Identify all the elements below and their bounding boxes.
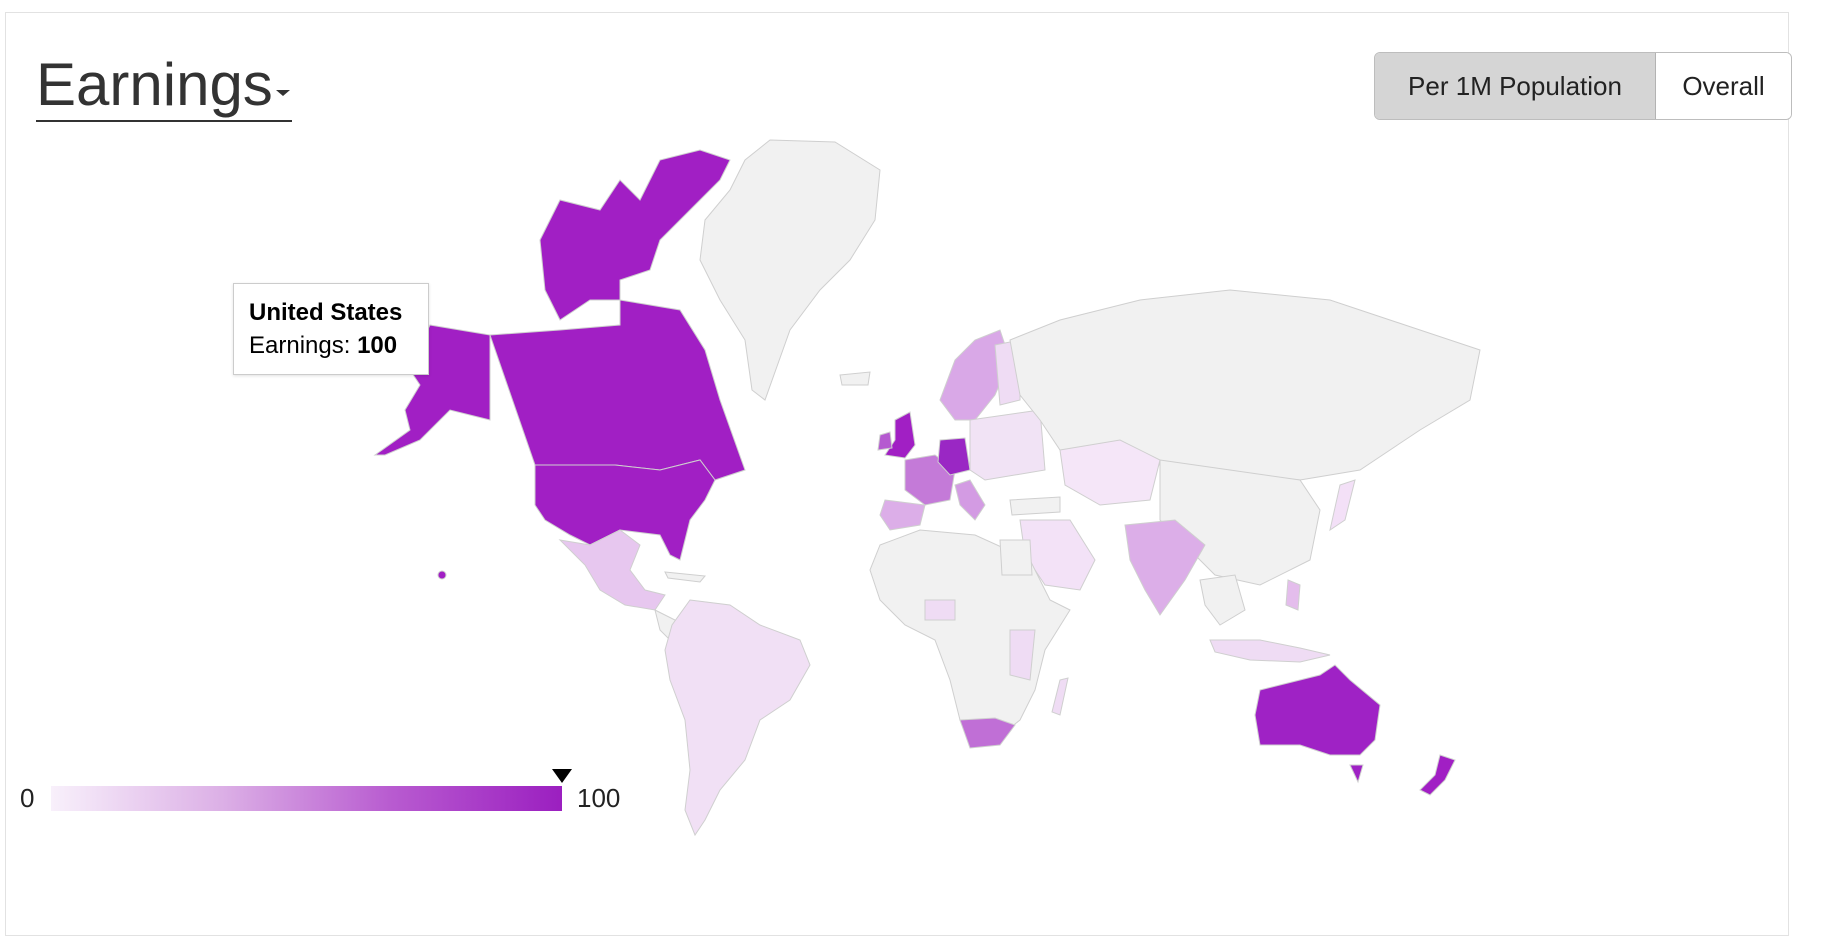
region-east-africa: [1009, 629, 1036, 681]
tooltip-value: 100: [357, 332, 398, 359]
region-eastern-europe: [969, 409, 1046, 481]
tooltip-country: United States: [249, 299, 403, 326]
region-nigeria: [924, 599, 956, 621]
region-ireland: [877, 431, 893, 451]
overall-button[interactable]: Overall: [1656, 53, 1791, 119]
metric-dropdown[interactable]: Earnings: [36, 50, 292, 122]
legend-color-scale: [51, 786, 562, 811]
region-russia: [1009, 289, 1481, 481]
region-philippines: [1285, 579, 1301, 611]
region-central-asia: [1059, 439, 1161, 506]
per-population-button[interactable]: Per 1M Population: [1375, 53, 1656, 119]
map-tooltip: United States Earnings: 100: [233, 283, 429, 375]
region-italy[interactable]: [954, 479, 986, 521]
region-southeast-asia: [1199, 574, 1246, 626]
region-japan: [1329, 479, 1356, 532]
region-iberia[interactable]: [879, 499, 926, 531]
region-tasmania: [1349, 764, 1364, 784]
region-cuba: [664, 571, 706, 583]
region-iceland: [839, 371, 871, 386]
region-united-states[interactable]: [534, 459, 716, 561]
region-australia[interactable]: [1254, 664, 1381, 756]
tooltip-value-line: Earnings: 100: [249, 328, 428, 364]
region-greenland[interactable]: [699, 139, 881, 401]
metric-dropdown-label: Earnings: [36, 51, 273, 118]
legend-marker-icon: [552, 769, 572, 783]
region-south-america[interactable]: [664, 599, 811, 837]
region-united-kingdom[interactable]: [884, 411, 916, 459]
region-india[interactable]: [1124, 519, 1206, 616]
caret-down-icon: [275, 90, 290, 96]
region-south-africa[interactable]: [959, 717, 1016, 749]
earnings-map-card: [5, 12, 1789, 936]
region-canada[interactable]: [489, 149, 746, 481]
region-turkey: [1009, 496, 1061, 516]
card-bottom-divider: [5, 935, 1787, 936]
legend-min-label: 0: [20, 783, 35, 813]
legend-max-label: 100: [577, 783, 621, 813]
region-new-zealand[interactable]: [1419, 754, 1456, 796]
tooltip-metric-label: Earnings:: [249, 332, 351, 359]
region-madagascar: [1051, 677, 1069, 716]
scale-toggle: Per 1M Population Overall: [1374, 52, 1792, 120]
region-egypt: [999, 539, 1033, 576]
region-hawaii: [437, 570, 447, 580]
region-mexico[interactable]: [558, 529, 666, 611]
region-germany[interactable]: [937, 437, 971, 476]
region-indonesia: [1209, 639, 1331, 663]
